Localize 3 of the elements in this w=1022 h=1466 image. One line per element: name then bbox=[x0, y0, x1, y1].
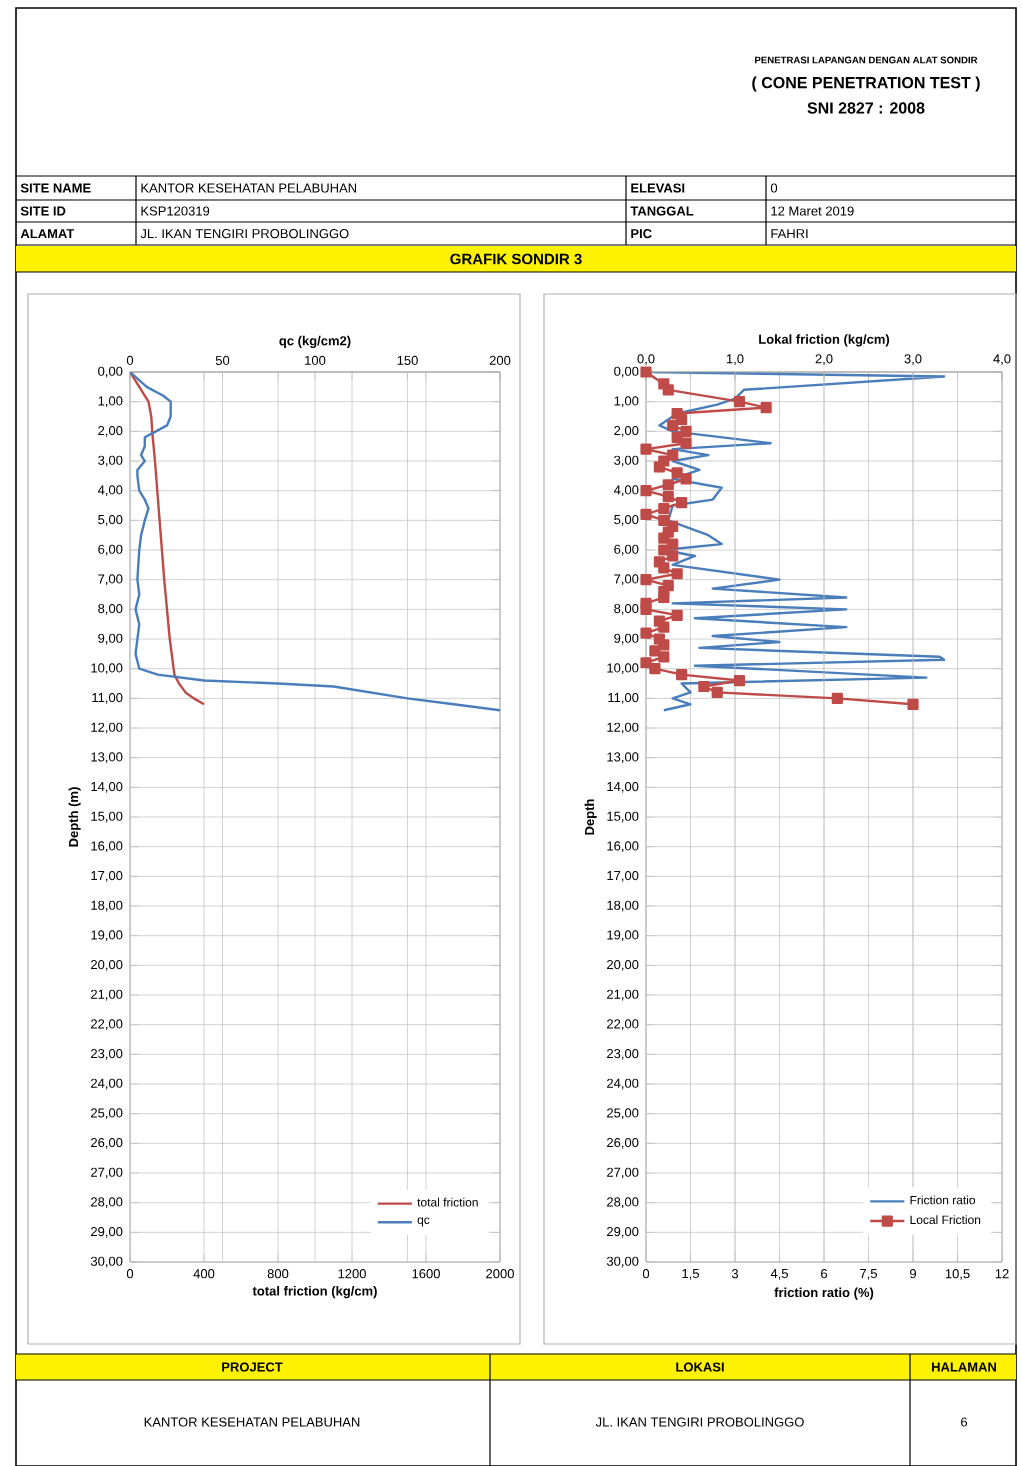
line-series bbox=[130, 372, 206, 706]
text: SNI 2827 : 2008 bbox=[807, 102, 925, 114]
text: ( CONE PENETRATION TEST ) bbox=[752, 76, 980, 92]
